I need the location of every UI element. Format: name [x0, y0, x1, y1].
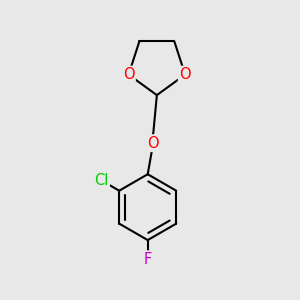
Text: O: O [123, 67, 134, 82]
Text: F: F [144, 252, 152, 267]
Text: Cl: Cl [94, 173, 109, 188]
Text: O: O [179, 67, 191, 82]
Text: O: O [147, 136, 159, 151]
